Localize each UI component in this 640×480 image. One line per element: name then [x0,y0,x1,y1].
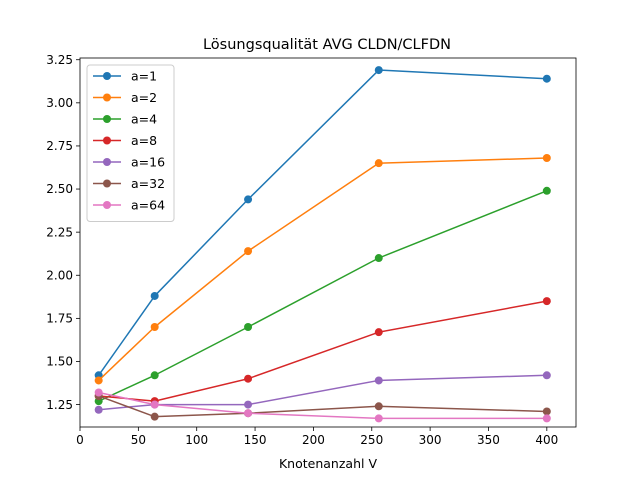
x-tick-label: 200 [302,433,325,447]
y-tick-label: 2.75 [46,139,73,153]
series-a=2 [94,154,551,385]
data-point-a=2-64 [150,322,159,331]
series-line-a=16 [98,374,547,411]
legend-label: a=2 [131,90,157,105]
data-point-a=2-144 [244,247,253,256]
legend-marker [103,158,111,166]
y-tick-label: 2.25 [46,225,73,239]
legend-item-a=16: a=16 [93,155,165,170]
y-tick-label: 1.75 [46,312,73,326]
plot-frame [79,57,577,428]
x-tick-label: 0 [76,433,84,447]
legend-item-a=4: a=4 [93,112,157,127]
x-axis-label: Knotenanzahl V [279,456,377,471]
legend-marker [103,179,111,188]
series-a=64 [94,388,551,423]
legend-marker [103,93,111,102]
chart-title: Lösungsqualität AVG CLDN/CLFDN [203,37,451,53]
data-point-a=1-64 [150,291,159,300]
data-point-a=1-144 [244,195,253,204]
data-point-a=8-144 [244,374,253,383]
legend-marker [103,72,111,80]
y-tick-label: 1.50 [46,355,73,369]
x-tick-label: 400 [535,433,558,447]
series-line-a=4 [98,190,548,402]
data-point-a=2-400 [542,154,551,163]
x-tick-label: 150 [244,433,267,447]
y-tick-label: 3.25 [46,53,73,67]
plot-area [94,66,551,423]
data-point-a=64-144 [244,409,253,418]
y-tick-label: 2.50 [46,182,73,196]
data-point-a=4-64 [150,371,159,380]
data-point-a=8-400 [542,297,551,306]
legend: a=1 a=2 a=4 a=8 a=16 a=32 a=64 [86,64,175,222]
legend-marker [103,115,111,123]
y-tick-label: 2.00 [46,268,73,282]
legend-label: a=8 [131,133,157,148]
data-point-a=8-256 [374,328,383,337]
data-point-a=16-400 [542,371,551,380]
x-tick-label: 100 [185,433,208,447]
data-point-a=64-256 [374,414,383,423]
data-point-a=4-400 [542,186,551,195]
legend-label: a=1 [131,69,157,84]
data-point-a=32-400 [542,407,551,416]
data-point-a=2-256 [374,159,383,168]
legend-marker [103,201,111,209]
data-point-a=64-64 [150,400,159,409]
x-tick-label: 50 [131,433,146,447]
series-a=16 [94,371,551,414]
legend-item-a=2: a=2 [93,90,157,105]
axes: 0 50 100 150 200 250 300 350 400 1.25 1.50 1.75 2.00… [46,53,577,447]
legend-item-a=1: a=1 [93,69,157,84]
data-point-a=2-16 [94,376,103,385]
x-tick-label: 350 [477,433,500,447]
x-tick-label: 250 [360,433,383,447]
data-point-a=16-16 [94,405,103,414]
data-point-a=16-256 [374,376,383,385]
data-point-a=32-256 [374,402,383,411]
legend-label: a=32 [131,176,165,191]
data-point-a=4-144 [244,322,253,331]
y-tick-label: 1.25 [46,398,73,412]
legend-marker [103,136,111,145]
x-tick-label: 300 [419,433,442,447]
legend-label: a=64 [131,198,165,213]
data-point-a=64-16 [94,388,103,397]
series-line-a=64 [98,391,547,420]
legend-label: a=16 [131,155,165,170]
legend-item-a=8: a=8 [93,133,157,148]
legend-item-a=64: a=64 [93,198,165,213]
data-point-a=16-144 [244,400,253,409]
legend-label: a=4 [131,112,157,127]
data-point-a=64-400 [542,414,551,423]
legend-item-a=32: a=32 [93,176,165,191]
data-point-a=32-64 [150,412,159,421]
series-line-a=8 [98,300,547,402]
data-point-a=4-256 [374,254,383,263]
series-a=8 [94,297,551,406]
y-tick-label: 3.00 [46,96,73,110]
data-point-a=1-400 [542,74,551,83]
data-point-a=1-256 [374,66,383,75]
